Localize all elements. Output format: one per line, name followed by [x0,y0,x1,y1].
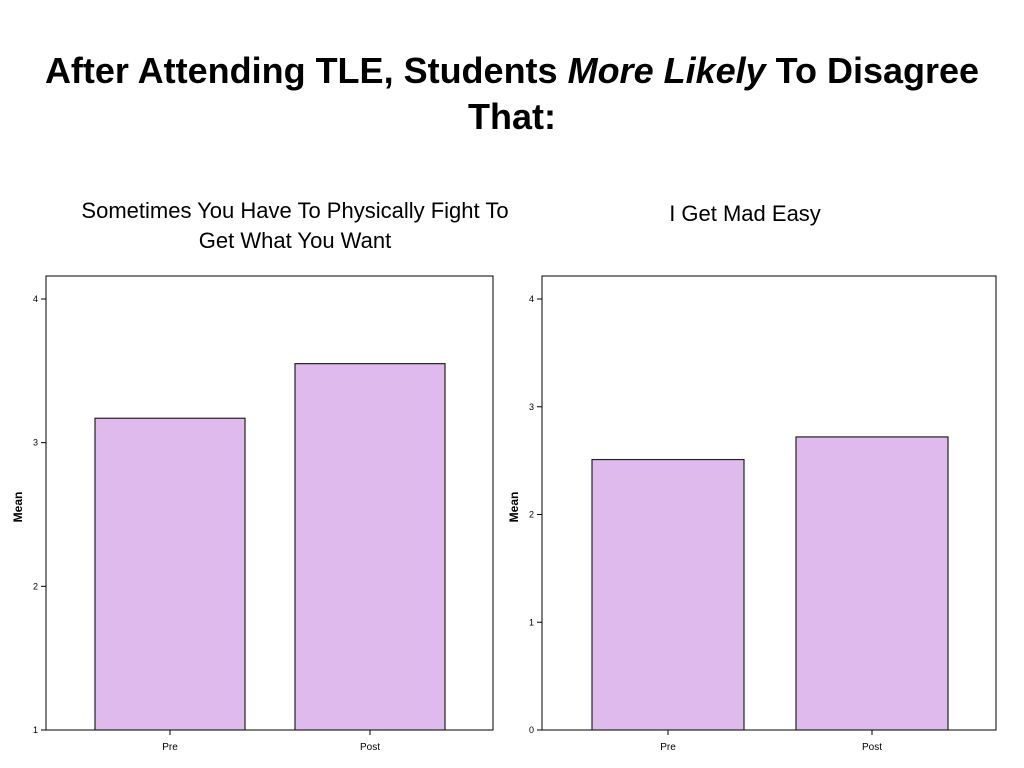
x-tick-label: Post [360,742,380,753]
x-tick-label: Post [862,742,882,753]
x-tick-label: Pre [660,742,676,753]
chart-1-plot: 1 2 3 4 Pre Post Mean [11,275,494,753]
title-emphasis: More Likely [567,50,766,91]
y-tick-label: 0 [529,725,534,735]
chart-1-title: Sometimes You Have To Physically Fight T… [81,198,509,253]
plot-frame [541,275,997,731]
y-tick-label: 2 [33,581,38,591]
bar-pre [591,458,745,731]
y-axis-label: Mean [507,492,521,523]
y-tick-label: 1 [529,617,534,627]
y-tick-label: 4 [33,294,38,304]
bar-post [795,436,949,731]
bar-post [294,363,446,731]
y-tick-label: 1 [33,725,38,735]
title-text-1: After Attending TLE, Students [44,50,568,91]
slide-title: After Attending TLE, Students More Likel… [40,48,984,140]
y-tick-label: 4 [529,294,534,304]
chart-2-plot: 0 1 2 3 4 Pre Post Mean [507,275,997,753]
plot-frame [45,275,494,731]
chart-2-title: I Get Mad Easy [669,201,821,226]
y-axis-label: Mean [11,492,25,523]
x-tick-label: Pre [162,742,178,753]
y-tick-label: 2 [529,510,534,520]
bar-pre [94,417,246,731]
y-tick-label: 3 [33,438,38,448]
title-text-2: To Disagree That: [468,50,980,137]
y-tick-label: 3 [529,402,534,412]
